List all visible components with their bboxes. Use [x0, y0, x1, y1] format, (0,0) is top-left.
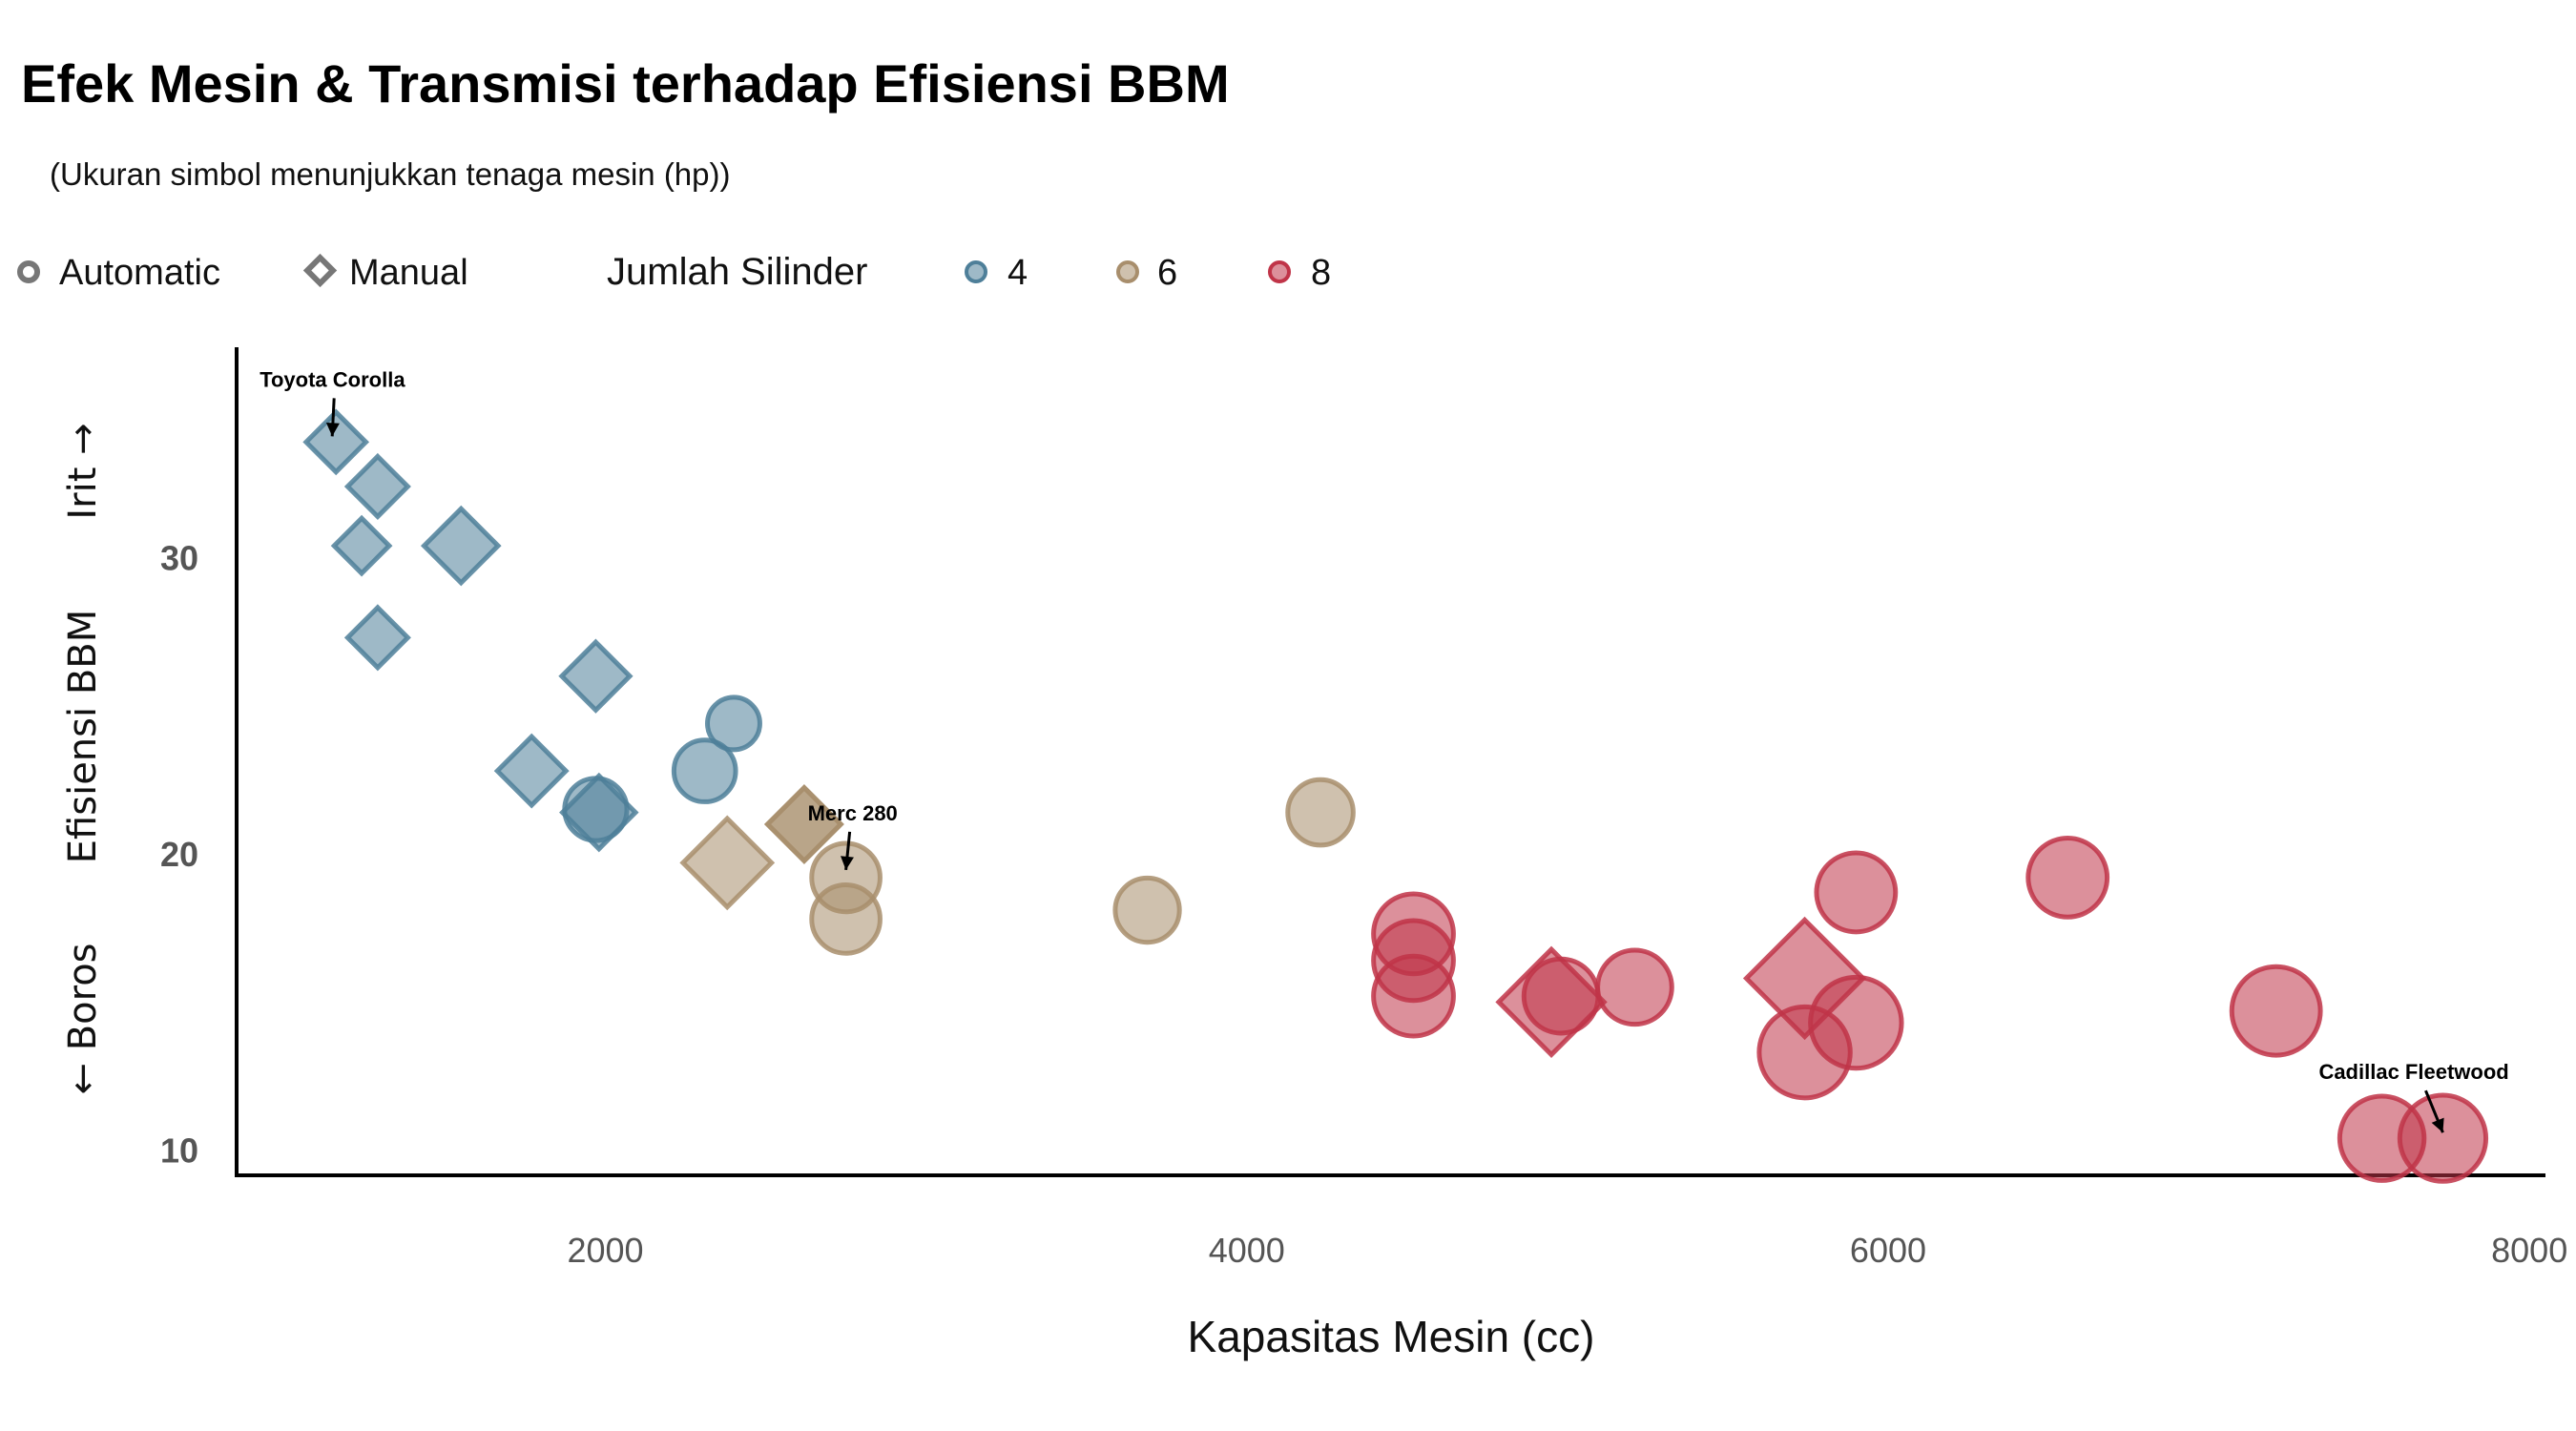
manual-point-cyl-4	[420, 505, 502, 587]
automatic-point-cyl-6	[1285, 777, 1356, 848]
y-tick-label: 30	[160, 538, 198, 577]
annotation-arrowhead	[2431, 1117, 2444, 1133]
legend-item-cyl-6: 6	[1157, 253, 1177, 293]
legend-diamond-icon	[302, 253, 338, 288]
x-tick-label: 4000	[1209, 1231, 1285, 1270]
manual-point-cyl-6	[679, 815, 776, 911]
manual-point-cyl-4	[330, 514, 393, 577]
legend-swatch-6-icon	[1116, 260, 1139, 283]
y-axis-label-bottom: ← Boros	[61, 943, 105, 1094]
x-tick-label: 6000	[1850, 1231, 1926, 1270]
y-axis-label-top: Irit →	[61, 423, 105, 519]
manual-point-cyl-4	[493, 733, 570, 809]
automatic-point-cyl-8	[1814, 850, 1899, 935]
manual-point-cyl-4	[343, 452, 411, 520]
legend-swatch-4-icon	[965, 260, 987, 283]
legend-item-automatic: Automatic	[59, 253, 220, 293]
automatic-point-cyl-4	[671, 737, 738, 804]
annotation-arrowhead	[325, 423, 340, 437]
y-axis-label: Efisiensi BBM	[61, 610, 105, 863]
x-axis-label: Kapasitas Mesin (cc)	[1188, 1312, 1595, 1361]
x-tick-label: 8000	[2491, 1231, 2567, 1270]
manual-point-cyl-4	[343, 604, 411, 672]
automatic-point-cyl-6	[1112, 875, 1182, 945]
automatic-point-cyl-8	[1371, 953, 1456, 1039]
annotation-label: Cadillac Fleetwood	[2318, 1060, 2508, 1084]
manual-point-cyl-4	[302, 408, 370, 476]
legend-item-cyl-8: 8	[1311, 253, 1331, 293]
automatic-point-cyl-8	[2025, 835, 2110, 920]
annotation-label: Toyota Corolla	[260, 367, 405, 391]
automatic-point-cyl-4	[704, 695, 762, 753]
automatic-point-cyl-8	[2337, 1093, 2427, 1183]
manual-point-cyl-6	[763, 784, 844, 864]
y-tick-label: 10	[160, 1131, 198, 1171]
legend-color-title: Jumlah Silinder	[607, 251, 867, 293]
automatic-point-cyl-8	[1756, 1004, 1853, 1101]
automatic-point-cyl-8	[1521, 956, 1601, 1036]
axis-ticks: 2000 4000 6000 8000 10 20 30	[160, 538, 2567, 1270]
legend: Automatic Manual Jumlah Silinder 4 6 8	[17, 251, 1331, 293]
automatic-point-cyl-8	[1595, 947, 1674, 1027]
legend-item-cyl-4: 4	[1008, 253, 1028, 293]
y-tick-label: 20	[160, 835, 198, 874]
chart-subtitle: (Ukuran simbol menunjukkan tenaga mesin …	[50, 156, 731, 192]
annotation-arrowhead	[841, 856, 854, 870]
manual-point-cyl-4	[558, 638, 634, 714]
legend-item-manual: Manual	[349, 253, 468, 293]
annotations: Toyota Corolla Merc 280 Cadillac Fleetwood	[260, 367, 2509, 1133]
automatic-point-cyl-4	[562, 776, 630, 843]
automatic-point-cyl-8	[2229, 964, 2323, 1058]
chart-title: Efek Mesin & Transmisi terhadap Efisiens…	[21, 53, 1230, 114]
legend-swatch-8-icon	[1268, 260, 1291, 283]
annotation-label: Merc 280	[808, 801, 898, 825]
automatic-point-cyl-6	[809, 882, 883, 956]
data-points	[302, 408, 2489, 1184]
legend-circle-icon	[17, 260, 40, 283]
x-tick-label: 2000	[567, 1231, 643, 1270]
